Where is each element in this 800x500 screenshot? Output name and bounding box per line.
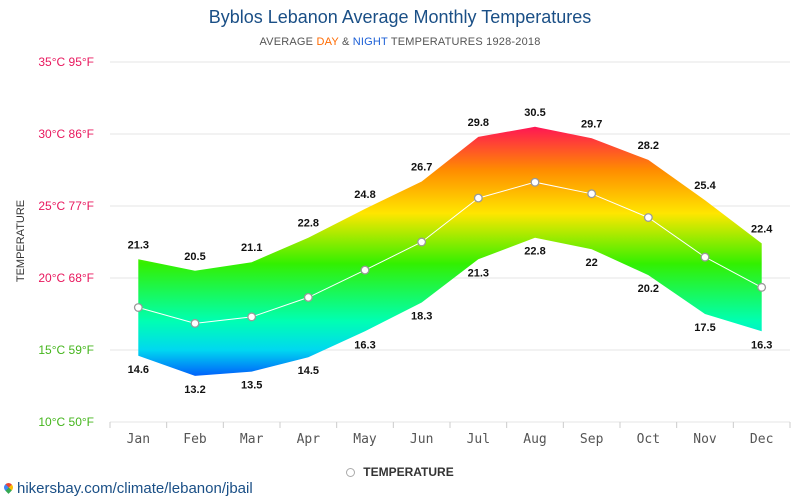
night-value-label: 14.5 xyxy=(298,365,319,377)
x-tick-label: Feb xyxy=(183,432,207,447)
x-tick-label: Apr xyxy=(297,432,321,447)
map-pin-icon xyxy=(2,481,15,494)
night-value-label: 18.3 xyxy=(411,310,432,322)
average-point xyxy=(190,318,200,328)
x-tick-label: Sep xyxy=(580,432,604,447)
y-axis-title: TEMPERATURE xyxy=(15,200,27,282)
night-value-label: 13.2 xyxy=(184,384,205,396)
x-tick-label: Dec xyxy=(750,432,773,447)
y-tick-label: 10°C 50°F xyxy=(38,415,94,429)
legend-label: TEMPERATURE xyxy=(363,465,454,479)
subtitle-amp: & xyxy=(338,36,353,48)
day-value-label: 21.3 xyxy=(128,239,149,251)
night-value-label: 22 xyxy=(586,257,598,269)
day-value-label: 21.1 xyxy=(241,242,262,254)
chart-subtitle: AVERAGE DAY & NIGHT TEMPERATURES 1928-20… xyxy=(0,36,800,48)
average-point xyxy=(587,189,597,199)
y-tick-label: 25°C 77°F xyxy=(38,199,94,213)
subtitle-night: NIGHT xyxy=(352,36,388,48)
day-value-label: 30.5 xyxy=(524,107,545,119)
y-tick-label: 35°C 95°F xyxy=(38,55,94,69)
night-value-label: 16.3 xyxy=(751,339,772,351)
x-tick-label: May xyxy=(353,432,377,447)
x-tick-label: Mar xyxy=(240,432,264,447)
day-value-label: 22.4 xyxy=(751,223,773,235)
night-value-label: 14.6 xyxy=(128,364,149,376)
x-tick-label: Aug xyxy=(523,432,546,447)
average-point xyxy=(360,265,370,275)
subtitle-suffix: TEMPERATURES 1928-2018 xyxy=(387,36,541,48)
night-value-label: 21.3 xyxy=(468,267,489,279)
x-tick-label: Jan xyxy=(127,432,150,447)
legend[interactable]: TEMPERATURE xyxy=(0,465,800,479)
x-tick-label: Oct xyxy=(637,432,660,447)
y-tick-label: 15°C 59°F xyxy=(38,343,94,357)
night-value-labels: 14.6 13.2 13.5 14.5 16.3 18.3 21.3 22.8 22 20.2 17… xyxy=(128,246,773,396)
average-point xyxy=(247,312,257,322)
night-value-label: 16.3 xyxy=(354,339,375,351)
day-value-label: 25.4 xyxy=(694,180,716,192)
day-value-label: 20.5 xyxy=(184,251,205,263)
x-tick-label: Nov xyxy=(693,432,717,447)
legend-marker-icon xyxy=(346,468,356,477)
night-value-label: 22.8 xyxy=(524,246,545,258)
day-value-label: 26.7 xyxy=(411,162,432,174)
average-point xyxy=(757,282,767,292)
y-tick-label: 30°C 86°F xyxy=(38,127,94,141)
chart-title: Byblos Lebanon Average Monthly Temperatu… xyxy=(208,7,592,27)
average-point xyxy=(473,193,483,203)
temperature-range-band xyxy=(138,126,762,376)
average-points xyxy=(133,177,767,328)
average-point xyxy=(700,252,710,262)
average-point xyxy=(417,237,427,247)
day-value-labels: 21.3 20.5 21.1 22.8 24.8 26.7 29.8 30.5 29.7 28.2… xyxy=(128,107,774,263)
x-axis: Jan Feb Mar Apr May Jun Jul Aug Sep Oct Nov Dec xyxy=(109,422,791,447)
x-tick-label: Jun xyxy=(410,432,433,447)
source-link[interactable]: hikersbay.com/climate/lebanon/jbail xyxy=(2,480,253,497)
x-tick-label: Jul xyxy=(467,432,490,447)
source-text: hikersbay.com/climate/lebanon/jbail xyxy=(17,480,253,497)
subtitle-day: DAY xyxy=(316,36,339,48)
day-value-label: 28.2 xyxy=(638,140,659,152)
day-value-label: 22.8 xyxy=(298,218,319,230)
average-point xyxy=(530,177,540,187)
average-point xyxy=(133,303,143,312)
day-value-label: 24.8 xyxy=(354,189,375,201)
night-value-label: 17.5 xyxy=(694,322,715,334)
average-point xyxy=(643,213,653,222)
average-temperature-line xyxy=(138,181,762,324)
y-axis: 35°C 95°F 30°C 86°F 25°C 77°F 20°C 68°F 15°C… xyxy=(38,55,94,429)
day-value-label: 29.7 xyxy=(581,118,602,130)
subtitle-prefix: AVERAGE xyxy=(259,36,317,48)
night-value-label: 13.5 xyxy=(241,380,262,392)
average-point xyxy=(303,292,313,302)
night-value-label: 20.2 xyxy=(638,283,659,295)
day-value-label: 29.8 xyxy=(468,117,489,129)
y-tick-label: 20°C 68°F xyxy=(38,271,94,285)
